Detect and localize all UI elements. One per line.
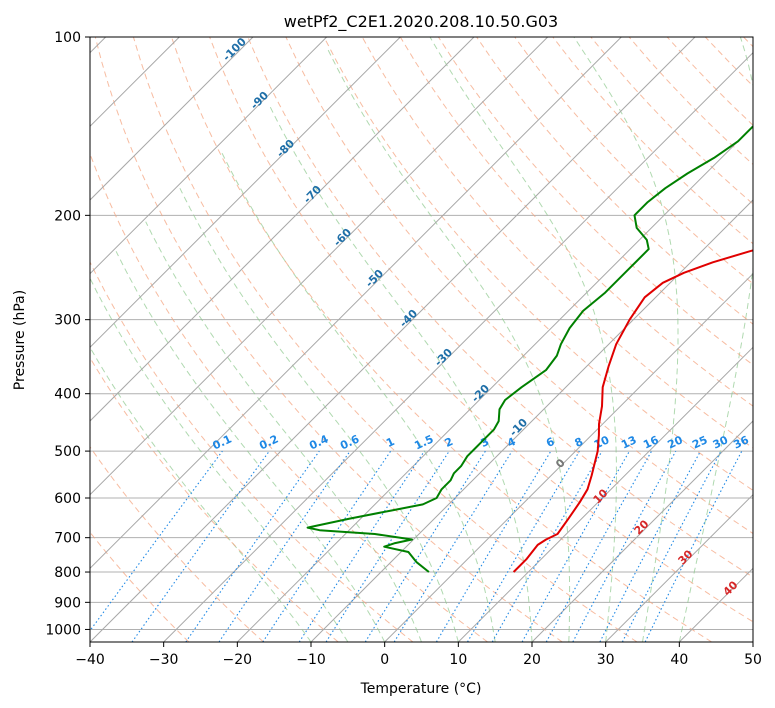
plot-frame [89,36,754,643]
mixing-ratio-label: 36 [731,433,751,451]
moist-adiabat [327,49,571,642]
moist-adiabat [429,37,617,642]
isotherm--30 [163,51,753,642]
moist-adiabat [179,187,459,642]
dry-adiabat [132,37,638,642]
dry-adiabat [90,446,264,642]
chart-title: wetPf2_C2E1.2020.208.10.50.G03 [284,12,558,32]
moist-adiabat [90,277,349,642]
x-tick-label: 10 [449,652,467,668]
mixing-ratio-line [325,450,450,642]
mixing-ratio-line [131,450,270,642]
dry-adiabat [90,356,339,642]
dry-adiabat [285,37,753,535]
mixing-ratio-label: 30 [711,433,731,451]
isotherm--40 [90,37,696,642]
mixing-ratio-line [521,450,630,642]
profile-series [306,124,753,573]
dewpoint-profile [306,124,753,573]
dry-adiabats [90,37,753,642]
mixing-ratio-label: 10 [592,433,612,451]
dry-adiabat [171,37,712,642]
x-tick-label: −20 [223,652,253,668]
moist-adiabats [90,37,753,642]
y-axis-ticks: 100 200 300 400 500 600 700 800 900 1000 [45,30,90,638]
dry-adiabat [209,37,753,623]
x-axis-label: Temperature (°C) [360,681,482,697]
moist-adiabat [145,221,422,642]
y-tick-label: 1000 [45,622,81,638]
mixing-ratio-line [90,450,223,632]
mixing-ratio-line [218,450,351,642]
mixing-ratio-line [185,450,320,642]
moist-adiabat [573,37,679,642]
dry-adiabat [476,37,753,325]
isotherm--10 [310,199,753,642]
isotherm--70 [90,37,475,422]
y-tick-label: 800 [54,565,81,581]
isotherm--90 [90,37,328,275]
dry-adiabat [323,37,753,491]
x-tick-label: 20 [523,652,541,668]
y-tick-label: 300 [54,313,81,329]
moist-adiabat [268,104,533,642]
x-tick-label: 40 [670,652,688,668]
dry-adiabat [247,37,753,578]
dry-adiabat [90,260,414,642]
isotherm--100 [90,37,254,201]
x-tick-label: 30 [597,652,615,668]
isotherm-20 [531,420,753,642]
x-axis-ticks: −40 −30 −20 −10 0 10 20 30 40 50 [75,642,762,668]
mixing-ratio-line [262,450,392,642]
moist-adiabat [678,37,753,642]
moist-adiabat [90,346,312,642]
isotherm-0 [384,272,753,642]
isotherm--80 [90,37,401,349]
mixing-ratio-line [298,450,425,642]
mixing-ratio-line [644,450,743,642]
mixing-ratio-label: 25 [690,433,709,451]
moist-adiabat [219,149,496,642]
y-tick-label: 500 [54,444,81,460]
x-tick-label: −40 [75,652,105,668]
dry-adiabat [94,37,563,642]
isotherm-30 [605,493,753,642]
x-tick-label: 50 [744,652,762,668]
mixing-ratio-label: 13 [619,433,638,451]
x-tick-label: 0 [380,652,389,668]
temperature-profile [512,249,753,573]
x-tick-label: −30 [149,652,179,668]
mixing-ratio-line [545,450,653,642]
isotherm-10 [457,346,753,642]
y-tick-label: 700 [54,531,81,547]
isotherm--60 [90,37,549,496]
y-axis-label: Pressure (hPa) [12,290,28,390]
mixing-ratio-lines [90,450,743,642]
x-tick-label: −10 [296,652,326,668]
isotherm--50 [90,37,622,570]
mixing-ratio-label: 16 [641,433,661,451]
moist-adiabat [115,251,386,642]
y-tick-label: 400 [54,387,81,403]
y-tick-label: 200 [54,208,81,224]
y-tick-label: 600 [54,491,81,507]
mixing-ratio-line [572,450,677,642]
y-tick-label: 900 [54,595,81,611]
mixing-ratio-line [393,450,513,642]
y-tick-label: 100 [54,30,81,46]
mixing-ratio-label: 20 [666,433,686,451]
dry-adiabat [514,37,753,285]
